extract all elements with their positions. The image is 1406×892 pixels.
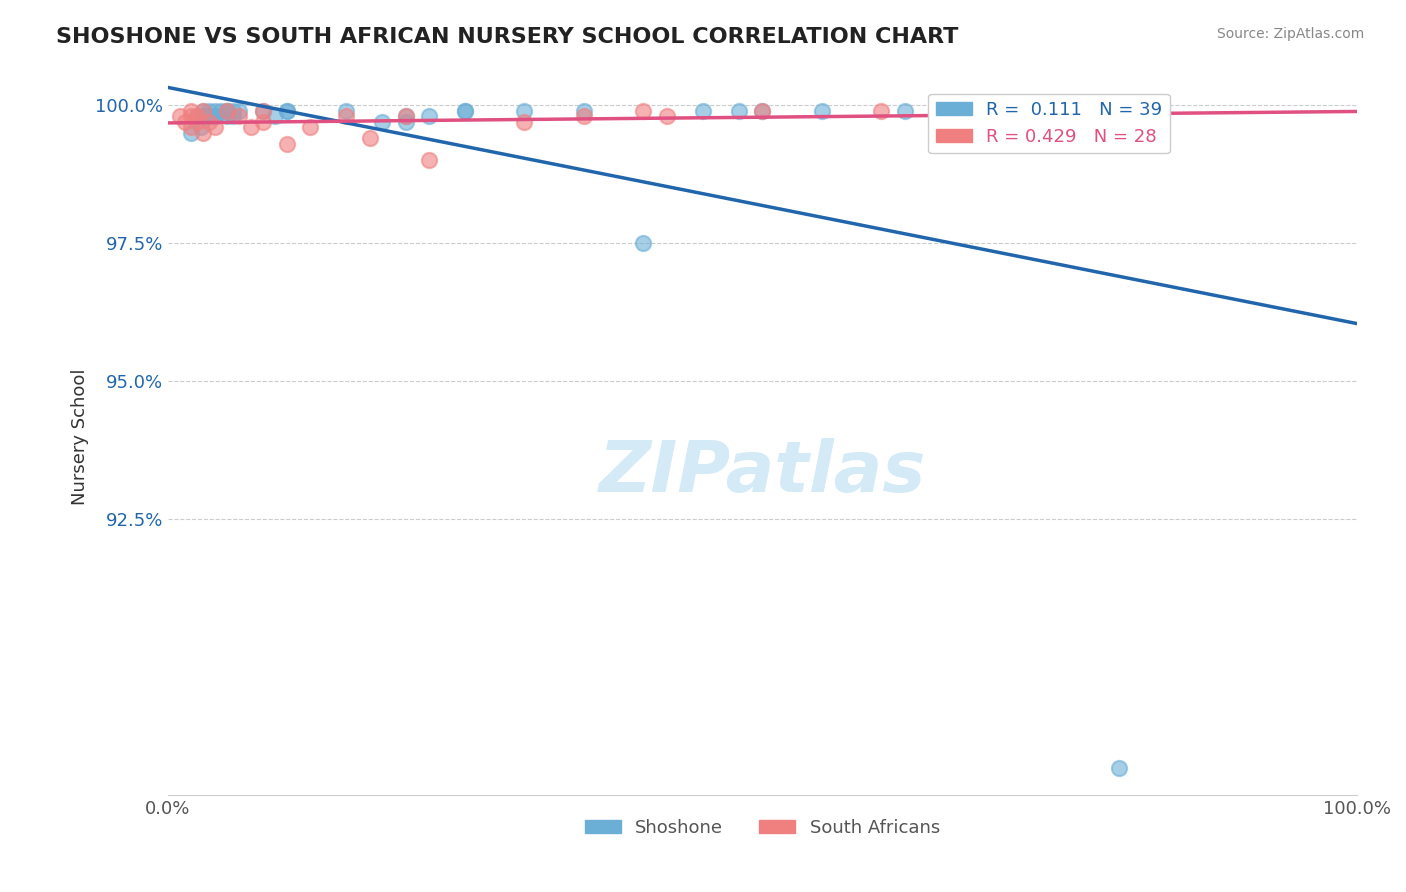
Point (204, 109, 226, 123)
Point (276, 103, 298, 118)
Text: ZIPatlas: ZIPatlas (599, 438, 927, 507)
Point (228, 109, 250, 123)
Point (190, 120, 212, 135)
Point (222, 109, 245, 123)
Point (180, 103, 202, 118)
Point (692, 103, 714, 118)
Point (204, 120, 226, 135)
Point (418, 153, 440, 168)
Point (186, 114, 208, 128)
Point (222, 103, 245, 118)
Point (418, 109, 440, 123)
Text: Source: ZipAtlas.com: Source: ZipAtlas.com (1216, 27, 1364, 41)
Point (894, 103, 917, 118)
Point (198, 103, 221, 118)
Point (810, 103, 832, 118)
Point (186, 109, 208, 123)
Point (198, 109, 221, 123)
Point (513, 103, 536, 118)
Point (870, 103, 893, 118)
Point (335, 109, 357, 123)
Y-axis label: Nursery School: Nursery School (72, 368, 89, 505)
Point (454, 103, 477, 118)
Point (359, 131, 381, 145)
Point (193, 103, 215, 118)
Point (252, 103, 274, 118)
Point (186, 109, 208, 123)
Point (1108, 761, 1130, 775)
Point (180, 120, 202, 135)
Point (180, 109, 202, 123)
Point (252, 114, 274, 128)
Point (263, 109, 285, 123)
Point (299, 120, 322, 135)
Point (572, 103, 595, 118)
Point (633, 236, 655, 251)
Point (228, 103, 250, 118)
Point (204, 109, 226, 123)
Point (572, 109, 595, 123)
Point (727, 103, 749, 118)
Legend: Shoshone, South Africans: Shoshone, South Africans (578, 812, 948, 844)
Point (193, 126, 215, 140)
Point (180, 126, 202, 140)
Point (988, 103, 1011, 118)
Point (174, 114, 197, 128)
Point (193, 109, 215, 123)
Point (204, 103, 226, 118)
Point (751, 103, 773, 118)
Point (198, 114, 221, 128)
Point (239, 120, 262, 135)
Point (276, 103, 298, 118)
Point (193, 109, 215, 123)
Point (217, 109, 239, 123)
Point (217, 103, 239, 118)
Point (193, 103, 215, 118)
Point (633, 103, 655, 118)
Point (209, 103, 232, 118)
Point (657, 109, 679, 123)
Point (335, 103, 357, 118)
Point (252, 103, 274, 118)
Text: SHOSHONE VS SOUTH AFRICAN NURSERY SCHOOL CORRELATION CHART: SHOSHONE VS SOUTH AFRICAN NURSERY SCHOOL… (56, 27, 959, 46)
Point (276, 136, 298, 151)
Point (217, 103, 239, 118)
Point (371, 114, 394, 128)
Point (513, 114, 536, 128)
Point (217, 103, 239, 118)
Point (454, 103, 477, 118)
Point (394, 109, 416, 123)
Point (394, 109, 416, 123)
Point (751, 103, 773, 118)
Point (169, 109, 191, 123)
Point (394, 114, 416, 128)
